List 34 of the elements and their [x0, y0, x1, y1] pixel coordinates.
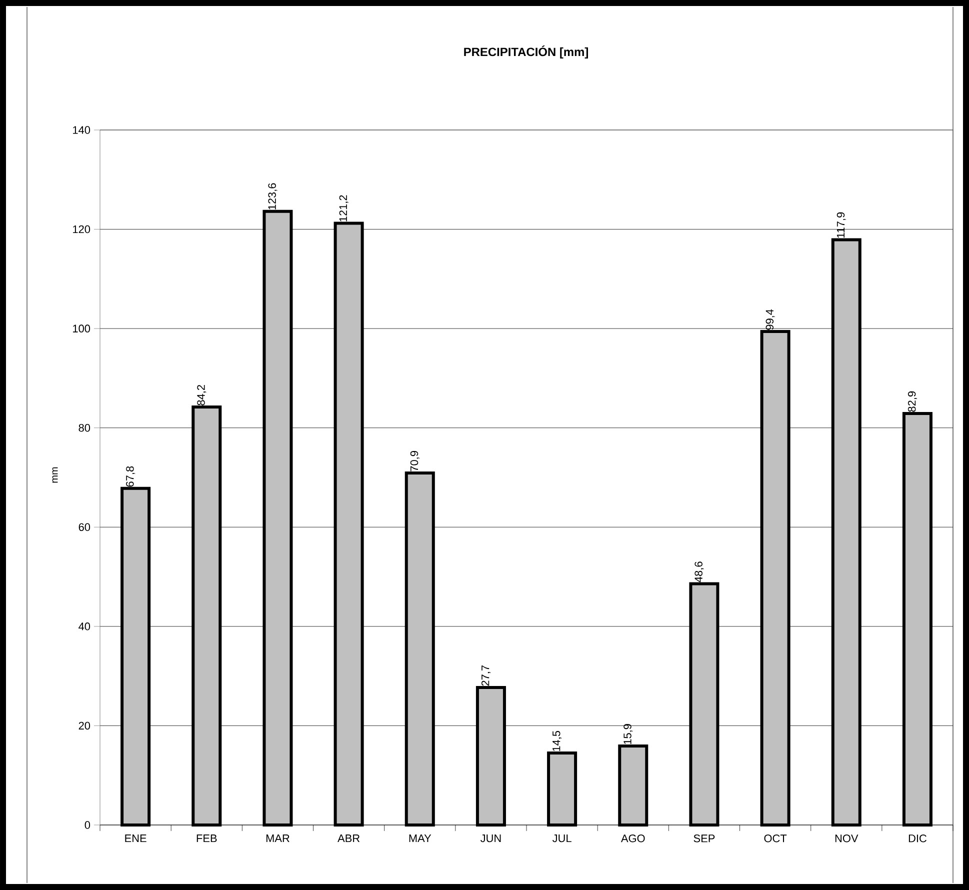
- data-label: 82,9: [908, 391, 918, 412]
- data-label: 99,4: [766, 309, 775, 330]
- y-tick-label: 80: [78, 424, 90, 432]
- data-label: 14,5: [552, 730, 562, 751]
- data-label: 27,7: [481, 665, 490, 686]
- y-tick-label: 100: [73, 324, 90, 332]
- x-tick-label: JUL: [552, 834, 572, 842]
- data-label: 48,6: [694, 562, 704, 582]
- x-tick-label: MAR: [266, 834, 290, 842]
- x-tick-label: OCT: [764, 834, 787, 842]
- y-tick-label: 20: [78, 722, 90, 730]
- data-label: 15,9: [624, 724, 633, 744]
- data-label: 70,9: [410, 451, 420, 472]
- data-label: 123,6: [268, 183, 278, 210]
- y-tick-label: 60: [78, 523, 90, 532]
- x-tick-label: FEB: [196, 834, 217, 842]
- data-label: 117,9: [836, 212, 846, 238]
- data-label: 67,8: [126, 466, 136, 487]
- data-label: 121,2: [339, 195, 348, 222]
- x-tick-label: MAY: [409, 834, 432, 842]
- x-tick-label: SEP: [694, 834, 715, 842]
- chart-title: PRECIPITACIÓN [mm]: [464, 45, 588, 59]
- y-tick-label: 120: [73, 225, 90, 234]
- y-tick-label: 40: [78, 622, 90, 630]
- y-tick-label: 0: [84, 821, 90, 829]
- x-tick-label: AGO: [620, 834, 645, 842]
- y-axis-title: mm: [52, 467, 58, 483]
- data-label: 84,2: [197, 385, 206, 406]
- x-tick-label: JUN: [480, 834, 501, 842]
- x-tick-label: ENE: [125, 834, 146, 842]
- x-tick-label: ABR: [338, 834, 360, 842]
- x-tick-label: NOV: [835, 834, 858, 842]
- y-tick-label: 140: [73, 126, 90, 134]
- x-tick-label: DIC: [908, 834, 926, 842]
